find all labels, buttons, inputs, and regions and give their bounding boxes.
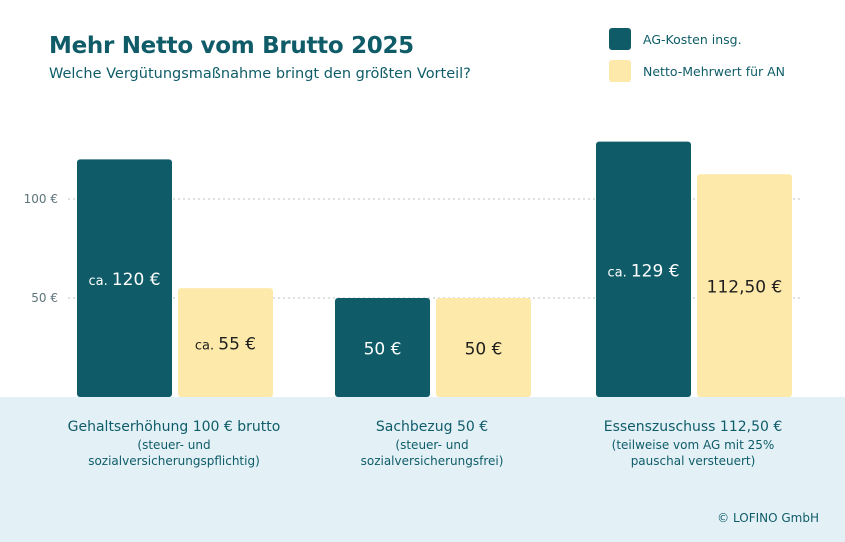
bar	[697, 174, 792, 397]
legend-swatch-netto-mehrwert	[609, 60, 631, 82]
category-gehaltserhoehung: Gehaltserhöhung 100 € brutto (steuer- un…	[49, 418, 299, 469]
category-label: Essenszuschuss 112,50 €	[603, 419, 783, 435]
chart-title: Mehr Netto vom Brutto 2025	[49, 33, 414, 59]
data-label: ca. 55 €	[195, 335, 256, 355]
legend-swatch-ag-kosten	[609, 28, 631, 50]
legend-item-netto-mehrwert: Netto-Mehrwert für AN	[609, 60, 785, 82]
y-tick-label: 50 €	[31, 291, 58, 305]
category-note: (steuer- und sozialversicherungspflichti…	[88, 438, 260, 468]
legend-label-netto-mehrwert: Netto-Mehrwert für AN	[643, 63, 786, 79]
data-label: 50 €	[465, 340, 503, 360]
data-label: 50 €	[364, 340, 402, 360]
legend-item-ag-kosten: AG-Kosten insg.	[609, 28, 742, 50]
category-sachbezug: Sachbezug 50 € (steuer- und sozialversic…	[307, 418, 557, 469]
copyright-note: © LOFINO GmbH	[717, 511, 819, 525]
category-label: Sachbezug 50 €	[375, 419, 489, 435]
bar	[436, 298, 531, 397]
data-label: ca. 129 €	[607, 261, 679, 281]
bar	[335, 298, 430, 397]
chart-subtitle: Welche Vergütungsmaßnahme bringt den grö…	[49, 66, 471, 82]
bar	[596, 141, 691, 397]
category-note: (teilweise vom AG mit 25% pauschal verst…	[611, 438, 775, 468]
bar	[77, 159, 172, 397]
bar	[178, 288, 273, 397]
category-note: (steuer- und sozialversicherungsfrei)	[360, 438, 504, 468]
category-essenszuschuss: Essenszuschuss 112,50 € (teilweise vom A…	[568, 418, 818, 469]
y-tick-label: 100 €	[24, 192, 58, 206]
category-panel	[0, 397, 845, 542]
data-label: 112,50 €	[707, 278, 783, 298]
category-label: Gehaltserhöhung 100 € brutto	[67, 419, 281, 435]
data-label: ca. 120 €	[88, 270, 160, 290]
legend-label-ag-kosten: AG-Kosten insg.	[643, 31, 742, 47]
